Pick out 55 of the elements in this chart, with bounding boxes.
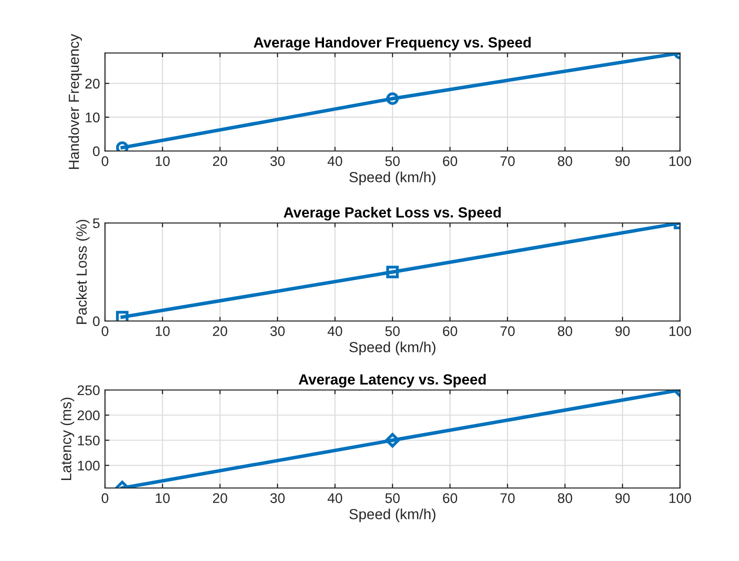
x-tick-label: 20 <box>212 156 228 166</box>
x-tick-label: 100 <box>669 326 692 336</box>
x-tick-label: 0 <box>102 326 108 336</box>
x-tick-label: 30 <box>270 493 285 504</box>
x-tick-label: 10 <box>156 156 170 166</box>
y-tick-label: 250 <box>78 385 100 396</box>
y-tick-label: 100 <box>78 460 100 471</box>
chart-title: Average Packet Loss vs. Speed <box>284 206 501 221</box>
y-tick-label: 200 <box>78 410 100 420</box>
x-axis-title: Speed (km/h) <box>349 508 436 522</box>
x-tick-label: 60 <box>442 326 458 336</box>
point <box>116 310 128 321</box>
x-tick-label: 60 <box>442 156 458 166</box>
chart-title: Average Handover Frequency vs. Speed <box>254 36 531 51</box>
x-tick-label: 90 <box>615 326 630 336</box>
y-axis-title: Latency (ms) <box>60 398 74 480</box>
x-tick-label: 90 <box>615 493 630 504</box>
x-tick-label: 50 <box>385 326 400 336</box>
x-tick-label: 80 <box>558 156 572 166</box>
y-tick-label: 150 <box>78 436 100 446</box>
x-tick-label: 80 <box>558 326 572 336</box>
x-tick-label: 100 <box>669 156 692 166</box>
x-tick-label: 40 <box>328 493 342 504</box>
y-tick-label: 10 <box>86 112 100 122</box>
x-tick-label: 20 <box>212 326 228 336</box>
y-tick-label: 0 <box>92 316 100 326</box>
x-tick-label: 80 <box>558 493 572 504</box>
x-tick-label: 50 <box>385 156 400 166</box>
point <box>386 266 399 278</box>
y-axis-title: Packet Loss (%) <box>76 220 90 324</box>
x-tick-label: 10 <box>156 326 170 336</box>
chart-title: Average Latency vs. Speed <box>298 374 486 388</box>
y-tick-label: 5 <box>92 218 100 228</box>
x-axis-title: Speed (km/h) <box>349 172 436 186</box>
x-axis-title: Speed (km/h) <box>349 342 436 356</box>
y-tick-label: 20 <box>85 78 100 89</box>
y-axis-title: Handover Frequency <box>68 34 82 169</box>
x-tick-label: 70 <box>500 156 515 166</box>
x-tick-label: 60 <box>442 493 458 504</box>
x-tick-label: 50 <box>385 493 400 504</box>
y-tick-label: 0 <box>92 146 100 156</box>
point <box>386 92 399 105</box>
point <box>116 141 128 151</box>
x-tick-label: 70 <box>500 493 515 504</box>
x-tick-label: 100 <box>669 493 692 504</box>
x-tick-label: 20 <box>212 493 228 504</box>
x-tick-label: 40 <box>328 156 342 166</box>
x-tick-label: 70 <box>500 326 515 336</box>
x-tick-label: 40 <box>328 326 342 336</box>
x-tick-label: 10 <box>156 493 170 504</box>
x-tick-label: 0 <box>102 493 108 504</box>
x-tick-label: 30 <box>270 156 285 166</box>
x-tick-label: 0 <box>102 156 108 166</box>
x-tick-label: 30 <box>270 326 285 336</box>
x-tick-label: 90 <box>615 156 630 166</box>
